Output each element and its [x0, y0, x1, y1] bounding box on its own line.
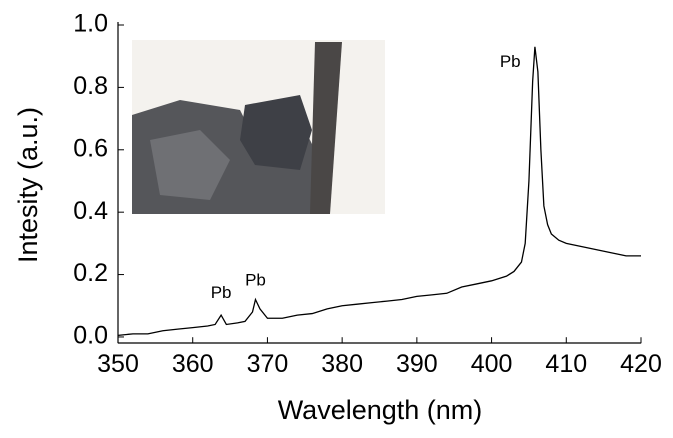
x-tick-label: 400	[471, 350, 513, 378]
y-tick-label: 0.0	[73, 322, 108, 350]
x-tick-label: 380	[321, 350, 363, 378]
chart: Wavelength (nm) Intesity (a.u.) 0.0 0.2 0.…	[0, 0, 673, 438]
y-tick-label: 0.2	[73, 259, 108, 287]
y-tick-label: 0.4	[73, 197, 108, 225]
x-tick-label: 420	[620, 350, 662, 378]
y-tick-label: 1.0	[73, 10, 108, 38]
inset-photo	[132, 40, 385, 214]
annotation: Pb	[245, 270, 266, 289]
x-tick-label: 370	[247, 350, 289, 378]
annotation: Pb	[500, 52, 521, 71]
y-tick-label: 0.8	[73, 72, 108, 100]
x-tick-label: 360	[172, 350, 214, 378]
page: {"chart_data": {"type": "line", "x_label…	[0, 0, 673, 438]
y-tick-label: 0.6	[73, 134, 108, 162]
x-tick-label: 350	[97, 350, 139, 378]
y-axis-title: Intesity (a.u.)	[13, 107, 43, 263]
x-tick-label: 410	[545, 350, 587, 378]
x-axis-title: Wavelength (nm)	[278, 395, 483, 425]
annotation: Pb	[211, 283, 232, 302]
x-tick-label: 390	[396, 350, 438, 378]
